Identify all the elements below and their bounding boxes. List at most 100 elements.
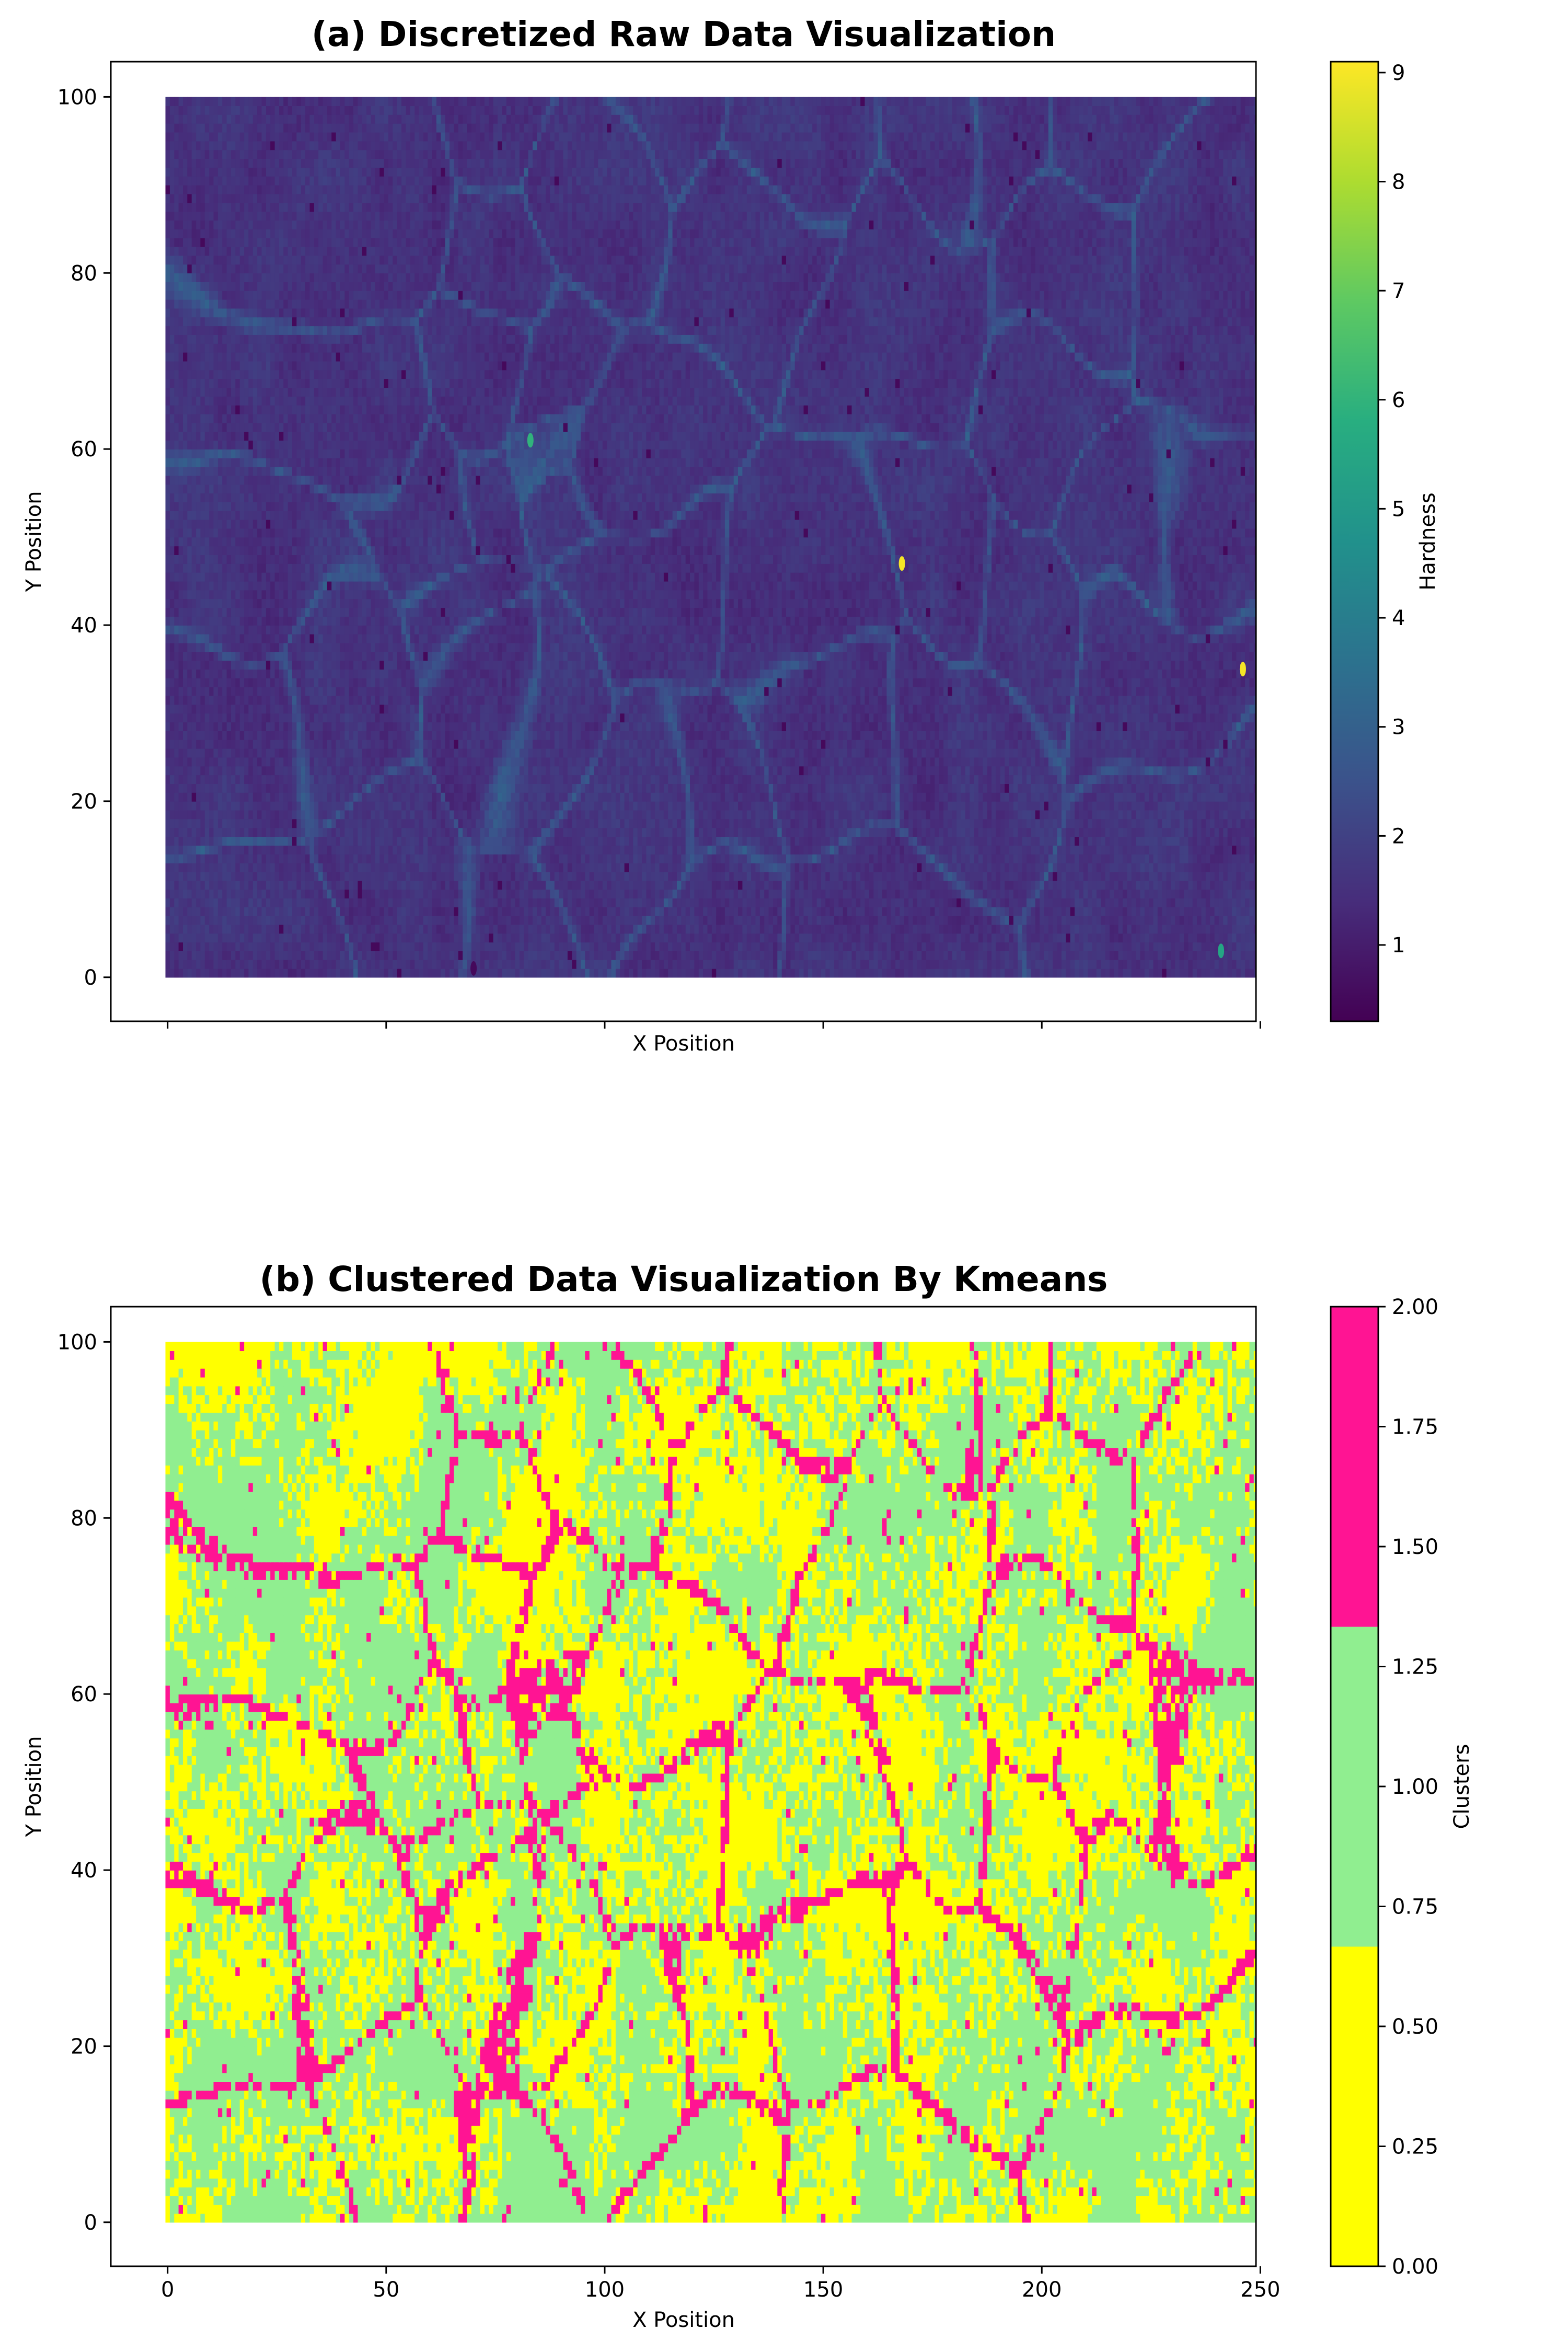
hardness-cell bbox=[310, 801, 315, 811]
hardness-cell bbox=[476, 819, 480, 828]
hardness-cell bbox=[952, 889, 957, 898]
hardness-cell bbox=[493, 898, 498, 907]
hardness-cell bbox=[991, 854, 996, 863]
hardness-cell bbox=[1040, 907, 1044, 916]
hardness-cell bbox=[935, 969, 939, 978]
hardness-cell bbox=[436, 898, 441, 907]
hardness-cell bbox=[935, 925, 939, 934]
hardness-cell bbox=[677, 872, 682, 881]
hardness-cell bbox=[908, 907, 913, 916]
hardness-cell bbox=[935, 942, 939, 951]
hardness-cell bbox=[620, 925, 625, 934]
hardness-cell bbox=[1005, 916, 1009, 925]
hardness-cell bbox=[1140, 889, 1145, 898]
hardness-cell bbox=[1079, 854, 1083, 863]
hardness-cell bbox=[651, 969, 655, 978]
hardness-cell bbox=[1206, 819, 1210, 828]
hardness-cell bbox=[209, 872, 214, 881]
hardness-cell bbox=[1040, 845, 1044, 855]
hardness-cell bbox=[598, 836, 603, 846]
hardness-cell bbox=[603, 898, 607, 907]
hardness-cell bbox=[895, 819, 900, 828]
hardness-cell bbox=[485, 836, 489, 846]
hardness-cell bbox=[476, 889, 480, 898]
hardness-cell bbox=[594, 951, 598, 960]
hardness-cell bbox=[432, 845, 437, 855]
hardness-cell bbox=[921, 881, 926, 890]
hardness-cell bbox=[1136, 969, 1140, 978]
hardness-cell bbox=[629, 863, 633, 872]
hardness-cell bbox=[353, 889, 358, 898]
hardness-cell bbox=[1154, 845, 1158, 855]
hardness-cell bbox=[524, 898, 528, 907]
hardness-cell bbox=[917, 854, 922, 863]
hardness-cell bbox=[747, 951, 752, 960]
hardness-cell bbox=[869, 819, 874, 828]
hardness-cell bbox=[790, 889, 795, 898]
hardness-cell bbox=[1140, 960, 1145, 969]
hardness-cell bbox=[187, 960, 192, 969]
hardness-cell bbox=[515, 933, 520, 943]
hardness-cell bbox=[838, 863, 843, 872]
hardness-cell bbox=[323, 845, 328, 855]
hardness-cell bbox=[882, 951, 887, 960]
hardness-cell bbox=[1013, 836, 1018, 846]
hardness-cell bbox=[323, 819, 328, 828]
hardness-cell bbox=[830, 898, 835, 907]
hardness-cell bbox=[384, 810, 389, 820]
hardness-cell bbox=[878, 951, 883, 960]
hardness-cell bbox=[620, 827, 625, 837]
hardness-cell bbox=[900, 907, 904, 916]
hardness-cell bbox=[856, 819, 861, 828]
hardness-cell bbox=[257, 863, 262, 872]
hardness-cell bbox=[978, 969, 983, 978]
hardness-cell bbox=[856, 969, 861, 978]
hardness-cell bbox=[485, 907, 489, 916]
hardness-cell bbox=[904, 960, 909, 969]
hardness-cell bbox=[1250, 889, 1254, 898]
hardness-cell bbox=[1040, 881, 1044, 890]
hardness-cell bbox=[594, 819, 598, 828]
hardness-cell bbox=[423, 951, 428, 960]
hardness-cell bbox=[428, 801, 432, 811]
hardness-cell bbox=[681, 951, 686, 960]
hardness-cell bbox=[738, 801, 743, 811]
hardness-cell bbox=[1123, 916, 1127, 925]
hardness-cell bbox=[340, 969, 345, 978]
hardness-cell bbox=[353, 933, 358, 943]
hardness-cell bbox=[379, 898, 384, 907]
hardness-cell bbox=[961, 819, 966, 828]
hardness-cell bbox=[541, 889, 546, 898]
hardness-cell bbox=[729, 942, 734, 951]
hardness-cell bbox=[677, 907, 682, 916]
hardness-cell bbox=[830, 872, 835, 881]
hardness-cell bbox=[1193, 889, 1197, 898]
hardness-cell bbox=[200, 898, 205, 907]
hardness-cell bbox=[1009, 836, 1014, 846]
hardness-cell bbox=[1110, 898, 1114, 907]
hardness-cell bbox=[266, 872, 271, 881]
hardness-cell bbox=[729, 836, 734, 846]
hardness-cell bbox=[314, 845, 319, 855]
hardness-cell bbox=[756, 881, 760, 890]
hardness-cell bbox=[528, 942, 533, 951]
hardness-cell bbox=[384, 836, 389, 846]
hardness-cell bbox=[559, 863, 563, 872]
hardness-cell bbox=[935, 907, 939, 916]
hardness-cell bbox=[541, 907, 546, 916]
hardness-cell bbox=[314, 942, 319, 951]
hardness-cell bbox=[1258, 872, 1263, 881]
hardness-cell bbox=[192, 951, 197, 960]
hardness-cell bbox=[1097, 951, 1101, 960]
hardness-cell bbox=[660, 951, 664, 960]
hardness-cell bbox=[703, 960, 708, 969]
hardness-cell bbox=[708, 881, 712, 890]
hardness-cell bbox=[795, 872, 800, 881]
hardness-cell bbox=[952, 916, 957, 925]
hardness-cell bbox=[275, 898, 280, 907]
hardness-cell bbox=[1088, 801, 1092, 811]
hardness-cell bbox=[1158, 933, 1162, 943]
hardness-cell bbox=[410, 801, 415, 811]
hardness-cell bbox=[541, 863, 546, 872]
hardness-cell bbox=[1005, 969, 1009, 978]
